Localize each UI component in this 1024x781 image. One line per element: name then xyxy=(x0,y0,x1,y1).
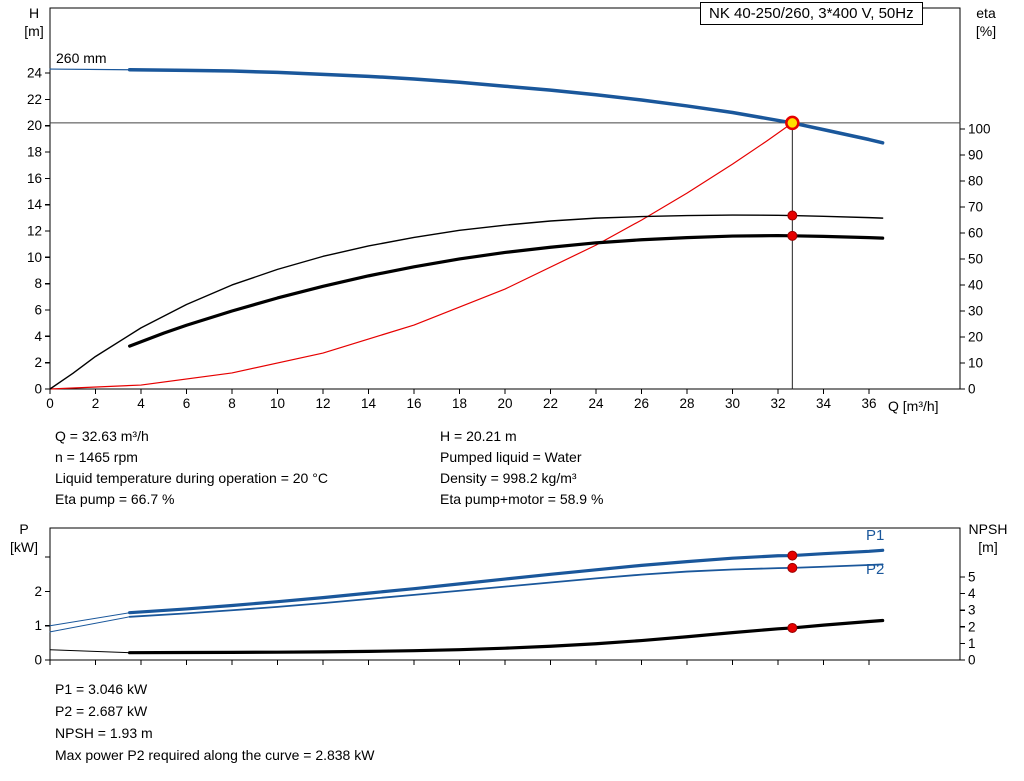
svg-text:4: 4 xyxy=(968,586,976,601)
svg-text:70: 70 xyxy=(968,199,983,214)
svg-text:20: 20 xyxy=(968,329,983,344)
p-axis-label: P [kW] xyxy=(2,520,46,556)
svg-text:4: 4 xyxy=(137,396,145,411)
npsh-axis-unit: [m] xyxy=(978,539,998,555)
svg-text:22: 22 xyxy=(27,92,42,107)
p-axis-symbol: P xyxy=(19,521,29,537)
svg-text:2: 2 xyxy=(92,396,100,411)
q-axis-label: Q [m³/h] xyxy=(888,398,939,414)
svg-text:4: 4 xyxy=(34,329,42,344)
svg-text:2: 2 xyxy=(968,619,976,634)
p1-curve-label: P1 xyxy=(866,527,885,544)
svg-text:0: 0 xyxy=(968,653,976,668)
svg-text:1: 1 xyxy=(34,618,42,633)
p2-curve-label: P2 xyxy=(866,561,885,578)
svg-text:34: 34 xyxy=(816,396,832,411)
eta-axis-label: eta [%] xyxy=(966,4,1006,40)
h-axis-symbol: H xyxy=(28,5,40,21)
info-line-eta-total: Eta pump+motor = 58.9 % xyxy=(440,491,604,507)
svg-text:24: 24 xyxy=(27,66,43,81)
eta-axis-symbol: eta xyxy=(976,5,996,21)
svg-text:36: 36 xyxy=(861,396,876,411)
h-axis-unit: [m] xyxy=(24,23,44,39)
info-line-maxpower: Max power P2 required along the curve = … xyxy=(55,747,375,763)
operating-data-left: Q = 32.63 m³/h n = 1465 rpm Liquid tempe… xyxy=(55,426,328,510)
info-line-q: Q = 32.63 m³/h xyxy=(55,428,149,444)
svg-text:14: 14 xyxy=(361,396,377,411)
svg-text:6: 6 xyxy=(34,303,42,318)
eta-axis-unit: [%] xyxy=(975,23,997,39)
svg-text:24: 24 xyxy=(588,396,604,411)
svg-text:30: 30 xyxy=(968,303,983,318)
svg-text:2: 2 xyxy=(34,584,42,599)
svg-text:14: 14 xyxy=(27,197,43,212)
svg-text:12: 12 xyxy=(27,224,42,239)
svg-text:8: 8 xyxy=(228,396,236,411)
svg-text:22: 22 xyxy=(543,396,558,411)
operating-data-right: H = 20.21 m Pumped liquid = Water Densit… xyxy=(440,426,603,510)
info-line-speed: n = 1465 rpm xyxy=(55,449,138,465)
npsh-axis-label: NPSH [m] xyxy=(962,520,1014,556)
svg-text:5: 5 xyxy=(968,569,976,584)
svg-text:18: 18 xyxy=(27,145,42,160)
info-line-density: Density = 998.2 kg/m³ xyxy=(440,470,577,486)
svg-text:12: 12 xyxy=(315,396,330,411)
svg-text:8: 8 xyxy=(34,276,42,291)
svg-text:20: 20 xyxy=(27,118,42,133)
svg-text:20: 20 xyxy=(497,396,512,411)
svg-text:10: 10 xyxy=(968,355,983,370)
svg-text:28: 28 xyxy=(679,396,694,411)
svg-text:16: 16 xyxy=(27,171,42,186)
svg-text:0: 0 xyxy=(46,396,54,411)
svg-text:3: 3 xyxy=(968,603,976,618)
svg-text:6: 6 xyxy=(183,396,191,411)
svg-text:0: 0 xyxy=(968,382,976,397)
power-data-block: P1 = 3.046 kW P2 = 2.687 kW NPSH = 1.93 … xyxy=(55,678,374,766)
npsh-axis-symbol: NPSH xyxy=(968,521,1008,537)
svg-text:32: 32 xyxy=(770,396,785,411)
info-line-eta-pump: Eta pump = 66.7 % xyxy=(55,491,175,507)
info-line-h: H = 20.21 m xyxy=(440,428,517,444)
svg-text:10: 10 xyxy=(270,396,285,411)
info-line-npsh: NPSH = 1.93 m xyxy=(55,725,153,741)
info-line-p1: P1 = 3.046 kW xyxy=(55,681,148,697)
h-axis-label: H [m] xyxy=(15,4,53,40)
svg-text:0: 0 xyxy=(34,653,42,668)
svg-text:10: 10 xyxy=(27,250,42,265)
svg-text:30: 30 xyxy=(725,396,740,411)
svg-text:80: 80 xyxy=(968,173,983,188)
p-axis-unit: [kW] xyxy=(10,539,38,555)
pump-title-box: NK 40-250/260, 3*400 V, 50Hz xyxy=(700,2,923,25)
svg-text:0: 0 xyxy=(34,382,42,397)
svg-text:40: 40 xyxy=(968,277,983,292)
svg-text:90: 90 xyxy=(968,147,983,162)
info-line-temperature: Liquid temperature during operation = 20… xyxy=(55,470,328,486)
svg-text:50: 50 xyxy=(968,251,983,266)
svg-text:26: 26 xyxy=(634,396,649,411)
svg-text:16: 16 xyxy=(406,396,421,411)
info-line-liquid: Pumped liquid = Water xyxy=(440,449,582,465)
impeller-diameter-label: 260 mm xyxy=(56,50,107,66)
svg-text:100: 100 xyxy=(968,121,991,136)
svg-text:1: 1 xyxy=(968,636,976,651)
svg-text:2: 2 xyxy=(34,355,42,370)
svg-text:60: 60 xyxy=(968,225,983,240)
svg-text:18: 18 xyxy=(452,396,467,411)
info-line-p2: P2 = 2.687 kW xyxy=(55,703,148,719)
